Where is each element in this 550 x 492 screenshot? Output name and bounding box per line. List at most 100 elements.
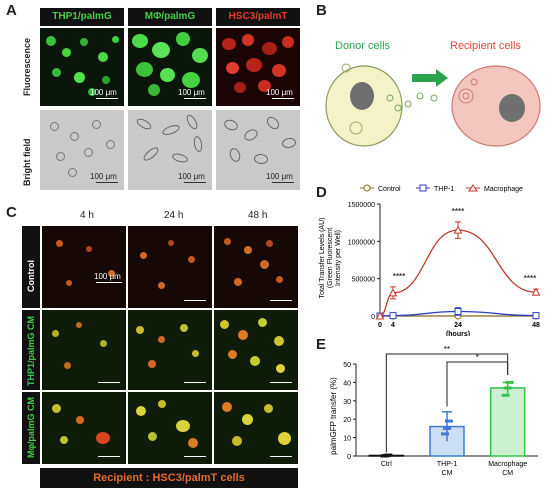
scale-label-a1: 100 μm bbox=[90, 88, 117, 97]
y-axis-title-line1: Total Transfer Levels (AU) bbox=[319, 218, 326, 299]
y-tick-label: 1000000 bbox=[348, 239, 375, 246]
legend-label-thp1: THP-1 bbox=[434, 186, 454, 193]
scale-label-a3: 100 μm bbox=[266, 88, 293, 97]
y-tick-label: 50 bbox=[343, 362, 351, 369]
x-tick-label: THP-1 bbox=[437, 461, 457, 468]
micrograph-thp1cm-48h bbox=[214, 310, 298, 390]
transfer-arrow-icon bbox=[412, 69, 448, 87]
bar-2 bbox=[489, 387, 526, 457]
y-tick-label: 0 bbox=[347, 454, 351, 461]
micrograph-macrophage-fluorescence: 100 μm bbox=[128, 28, 212, 106]
data-point bbox=[445, 419, 453, 423]
y-tick-label: 20 bbox=[343, 417, 351, 424]
point-macrophage bbox=[388, 288, 398, 297]
header-thp1-palmg: THP1/palmG bbox=[40, 8, 124, 26]
x-tick-label: 4 bbox=[391, 322, 395, 329]
x-axis-title: (hours) bbox=[446, 331, 470, 336]
panel-b-letter: B bbox=[316, 2, 327, 19]
micrograph-thp1-fluorescence: 100 μm bbox=[40, 28, 124, 106]
row-label-control: Control bbox=[26, 260, 36, 292]
recipient-cells-label: Recipient cells bbox=[450, 40, 521, 52]
y-tick-label: 30 bbox=[343, 399, 351, 406]
x-tick-label: 24 bbox=[454, 322, 462, 329]
legend-marker-macrophage bbox=[468, 184, 478, 192]
legend-marker-thp1 bbox=[419, 184, 427, 192]
significance-label: * bbox=[476, 353, 479, 362]
point-macrophage bbox=[375, 311, 385, 320]
significance-label: **** bbox=[524, 274, 537, 283]
y-tick-label: 0 bbox=[371, 314, 375, 321]
micrograph-thp1-brightfield: 100 μm bbox=[40, 110, 124, 190]
transfer-line-chart: Control THP-1 Macrophage Total Transfer … bbox=[319, 184, 541, 336]
point-thp-1 bbox=[389, 312, 397, 320]
legend-label-macrophage: Macrophage bbox=[484, 186, 523, 193]
scale-label-a6: 100 μm bbox=[266, 172, 293, 181]
panel-c-letter: C bbox=[6, 204, 17, 221]
micrograph-hsc3-fluorescence: 100 μm bbox=[216, 28, 300, 106]
scale-label-a5: 100 μm bbox=[178, 172, 205, 181]
y-axis-title-line3: Intensity per Well) bbox=[335, 230, 342, 286]
x-tick-label: CM bbox=[502, 470, 513, 477]
row-label-fluorescence: Fluorescence bbox=[22, 37, 32, 96]
row-label-thp1-cm: THP1/palmG CM bbox=[26, 315, 36, 386]
data-point bbox=[441, 432, 449, 436]
point-thp-1 bbox=[454, 308, 462, 316]
time-label-48h: 48 h bbox=[248, 210, 268, 221]
series-line-thp-1 bbox=[379, 310, 537, 317]
micrograph-control-4h bbox=[42, 226, 126, 308]
y-tick-label: 10 bbox=[343, 436, 351, 443]
panel-d-letter: D bbox=[316, 184, 327, 201]
significance-label: **** bbox=[393, 272, 406, 281]
row-label-macrophage-cm: Mφ/palmG CM bbox=[26, 397, 36, 458]
x-tick-label: Macrophage bbox=[488, 461, 527, 468]
panel-a-letter: A bbox=[6, 2, 17, 19]
micrograph-hsc3-brightfield: 100 μm bbox=[216, 110, 300, 190]
point-thp-1 bbox=[532, 312, 540, 320]
x-tick-label: 0 bbox=[378, 322, 382, 329]
data-point bbox=[443, 426, 451, 430]
chart-legend: Control THP-1 Macrophage bbox=[360, 184, 523, 193]
micrograph-macrophage-brightfield: 100 μm bbox=[128, 110, 212, 190]
data-point bbox=[501, 393, 510, 397]
micrograph-thp1cm-4h bbox=[42, 310, 126, 390]
recipient-footer: Recipient : HSC3/palmT cells bbox=[40, 468, 298, 488]
panel-e-letter: E bbox=[316, 336, 327, 353]
significance-bracket bbox=[446, 361, 509, 407]
y-axis-title-line2: (Green Fluorescent bbox=[327, 228, 334, 288]
y-axis-title: Total Transfer Levels (AU) (Green Fluore… bbox=[319, 218, 342, 299]
header-macrophage-palmg: MΦ/palmG bbox=[128, 8, 212, 26]
micrograph-control-48h bbox=[214, 226, 298, 308]
donor-cells-label: Donor cells bbox=[335, 40, 391, 52]
legend-marker-control bbox=[363, 184, 371, 192]
micrograph-macrophagecm-24h bbox=[128, 392, 212, 464]
cell-transfer-diagram bbox=[325, 63, 541, 147]
y-tick-label: 1500000 bbox=[348, 202, 375, 209]
point-macrophage bbox=[453, 225, 463, 234]
micrograph-control-24h bbox=[128, 226, 212, 308]
micrograph-macrophagecm-4h bbox=[42, 392, 126, 464]
significance-label: ** bbox=[444, 345, 450, 354]
series-line-macrophage bbox=[379, 229, 537, 317]
significance-label: **** bbox=[452, 207, 465, 216]
scale-label-c1: 100 μm bbox=[94, 272, 121, 281]
y-tick-label: 40 bbox=[343, 380, 351, 387]
transfer-bar-chart: palmGFP transfer (%) 0 10 20 30 40 50 Ctrl THP-… bbox=[329, 345, 538, 477]
x-tick-label: CM bbox=[442, 470, 453, 477]
micrograph-thp1cm-24h bbox=[128, 310, 212, 390]
bar-y-axis-title: palmGFP transfer (%) bbox=[329, 377, 338, 455]
data-point bbox=[503, 386, 512, 390]
header-hsc3-palmt: HSC3/palmT bbox=[216, 8, 300, 26]
scale-label-a2: 100 μm bbox=[178, 88, 205, 97]
y-tick-label: 500000 bbox=[352, 277, 375, 284]
data-point bbox=[505, 380, 514, 384]
scale-label-a4: 100 μm bbox=[90, 172, 117, 181]
x-tick-label: Ctrl bbox=[381, 461, 392, 468]
x-tick-label: 48 bbox=[532, 322, 540, 329]
micrograph-macrophagecm-48h bbox=[214, 392, 298, 464]
legend-label-control: Control bbox=[378, 186, 401, 193]
time-label-4h: 4 h bbox=[80, 210, 94, 221]
point-macrophage bbox=[531, 287, 541, 296]
data-point bbox=[384, 453, 393, 457]
time-label-24h: 24 h bbox=[164, 210, 184, 221]
row-label-bright-field: Bright field bbox=[22, 138, 32, 187]
